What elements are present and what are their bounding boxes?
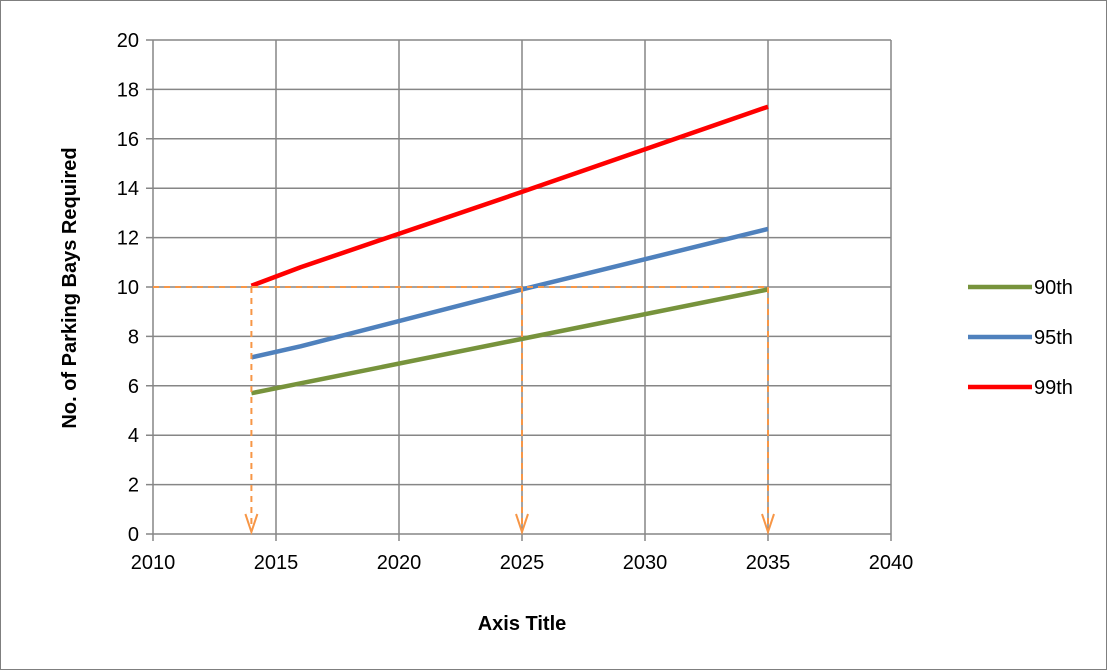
y-tick-label: 14 [117, 178, 139, 200]
y-tick-label: 10 [117, 277, 139, 299]
series-line-99th [250, 104, 769, 288]
x-tick-labels: 2010 2015 2020 2025 2030 2035 2040 [131, 552, 914, 574]
x-tick-label: 2020 [377, 552, 422, 574]
y-tick-label: 6 [128, 376, 139, 398]
y-tick-label: 4 [128, 425, 139, 447]
x-tick-label: 2025 [500, 552, 545, 574]
down-arrow-icon [244, 513, 259, 536]
x-tick-label: 2015 [254, 552, 299, 574]
y-tick-label: 8 [128, 326, 139, 348]
y-tick-label: 0 [128, 524, 139, 546]
y-tick-label: 12 [117, 228, 139, 250]
x-tick-label: 2035 [746, 552, 791, 574]
grid-lines [146, 39, 892, 541]
series-line-95th [250, 226, 769, 360]
series-line-90th [250, 287, 769, 396]
x-tick-label: 2030 [623, 552, 668, 574]
y-tick-label: 20 [117, 30, 139, 52]
y-tick-label: 18 [117, 79, 139, 101]
y-tick-label: 2 [128, 475, 139, 497]
legend: 90th 95th 99th [968, 277, 1073, 399]
legend-label: 95th [1034, 327, 1073, 349]
threshold-guides [153, 286, 775, 536]
x-tick-label: 2010 [131, 552, 176, 574]
down-arrow-icon [515, 513, 529, 536]
series-lines [250, 104, 769, 396]
down-arrow-icon [761, 513, 775, 536]
legend-label: 90th [1034, 277, 1073, 299]
y-tick-label: 16 [117, 129, 139, 151]
x-axis-title: Axis Title [478, 613, 567, 635]
legend-label: 99th [1034, 377, 1073, 399]
y-axis-title: No. of Parking Bays Required [59, 147, 81, 428]
y-tick-labels: 0 2 4 6 8 10 12 14 16 18 20 [117, 30, 139, 546]
x-tick-label: 2040 [869, 552, 914, 574]
